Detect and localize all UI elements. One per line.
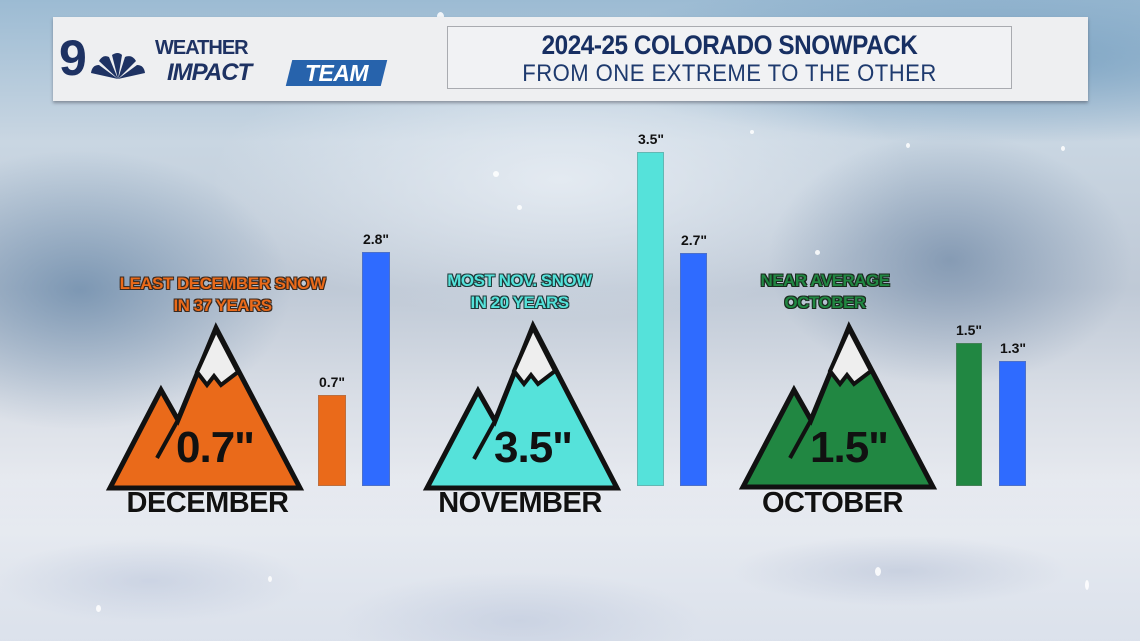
bar-label: 1.5" bbox=[955, 322, 983, 338]
chart-title: 2024-25 COLORADO SNOWPACK bbox=[541, 30, 918, 60]
note-november: MOST NOV. SNOW IN 20 YEARS bbox=[412, 270, 627, 314]
header-banner: 9 WEATHER IMPACT TEAM 2024-25 COLORADO S… bbox=[53, 17, 1088, 101]
bar-november-2024 bbox=[637, 152, 664, 486]
snowflake bbox=[517, 205, 522, 210]
bar-october-2024 bbox=[956, 343, 982, 486]
bar-label: 2.7" bbox=[680, 232, 708, 248]
snowflake bbox=[96, 605, 101, 612]
nbc-peacock-icon bbox=[91, 53, 145, 79]
note-october: NEAR AVERAGE OCTOBER bbox=[740, 270, 910, 314]
mountain-icon-october bbox=[738, 321, 938, 490]
snowflake bbox=[493, 171, 499, 177]
mountain-value-october: 1.5" bbox=[810, 423, 889, 472]
mountain-icon-december bbox=[105, 322, 305, 491]
weather-impact-team-logo: 9 WEATHER IMPACT TEAM bbox=[59, 29, 389, 89]
bar-label: 0.7" bbox=[318, 374, 346, 390]
note-december: LEAST DECEMBER SNOW IN 37 YEARS bbox=[95, 273, 350, 317]
mountain-icon-november bbox=[422, 320, 622, 491]
title-box: 2024-25 COLORADO SNOWPACK FROM ONE EXTRE… bbox=[447, 26, 1012, 89]
note-line-2: IN 37 YEARS bbox=[173, 296, 272, 315]
snowflake bbox=[875, 567, 881, 576]
chart-subtitle: FROM ONE EXTREME TO THE OTHER bbox=[522, 60, 937, 87]
snowflake bbox=[1085, 580, 1089, 590]
bar-october-comparison bbox=[999, 361, 1026, 486]
snow-background bbox=[0, 461, 1140, 641]
note-line-1: MOST NOV. SNOW bbox=[447, 271, 592, 290]
month-label-december: DECEMBER bbox=[126, 487, 289, 519]
month-label-october: OCTOBER bbox=[762, 487, 903, 519]
bar-label: 3.5" bbox=[637, 131, 665, 147]
mountain-value-november: 3.5" bbox=[494, 423, 573, 472]
channel-number: 9 bbox=[59, 30, 87, 86]
bar-november-comparison bbox=[680, 253, 707, 486]
snowflake bbox=[815, 250, 820, 255]
bar-label: 2.8" bbox=[362, 231, 390, 247]
logo-impact-text: IMPACT bbox=[167, 59, 252, 86]
snowflake bbox=[437, 12, 444, 21]
bar-december-2024 bbox=[318, 395, 346, 486]
note-line-2: OCTOBER bbox=[784, 293, 866, 312]
bar-december-comparison bbox=[362, 252, 390, 486]
snowflake bbox=[906, 143, 910, 148]
note-line-1: LEAST DECEMBER SNOW bbox=[119, 274, 326, 293]
month-label-november: NOVEMBER bbox=[438, 487, 602, 519]
note-line-1: NEAR AVERAGE bbox=[760, 271, 890, 290]
logo-weather-text: WEATHER bbox=[155, 37, 249, 59]
note-line-2: IN 20 YEARS bbox=[470, 293, 569, 312]
snowflake bbox=[1061, 146, 1065, 151]
snowflake bbox=[268, 576, 272, 582]
bar-label: 1.3" bbox=[999, 340, 1027, 356]
mountain-value-december: 0.7" bbox=[176, 423, 255, 472]
snowflake bbox=[750, 130, 754, 134]
